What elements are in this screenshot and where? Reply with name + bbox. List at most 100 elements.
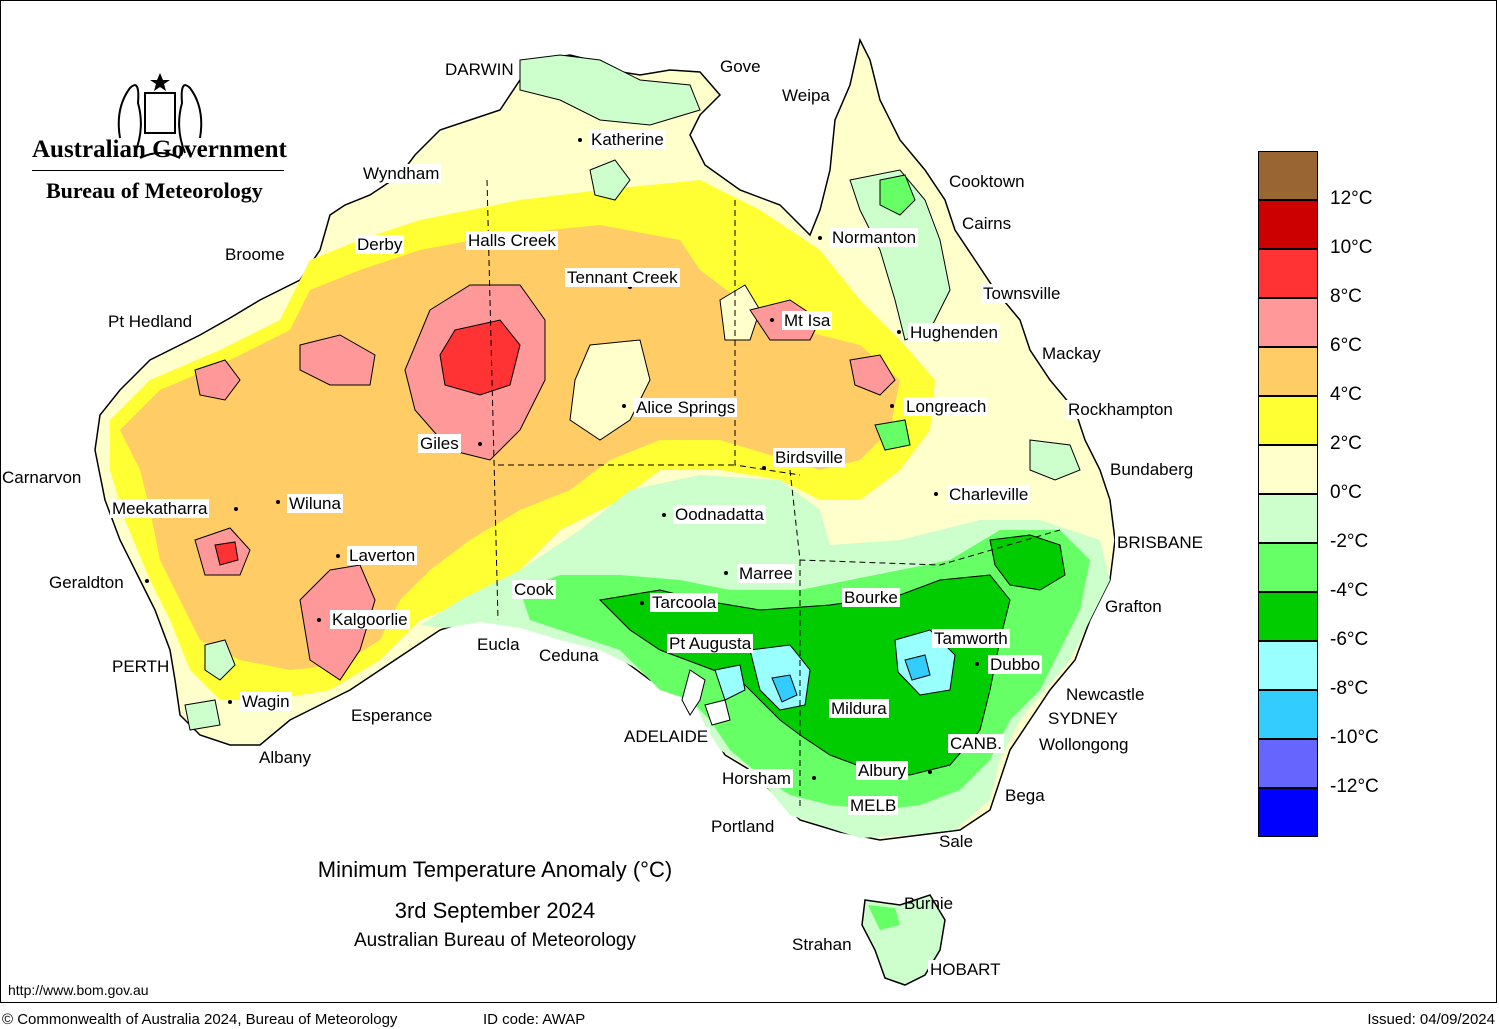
website-url[interactable]: http://www.bom.gov.au	[8, 982, 149, 998]
label-geraldton: Geraldton	[49, 573, 124, 592]
label-giles: Giles	[418, 434, 461, 453]
dot-hughenden	[897, 330, 901, 334]
dot-oodnadatta	[662, 513, 666, 517]
legend-swatch	[1258, 347, 1318, 396]
coat-of-arms-logo	[117, 73, 203, 159]
label-tamworth: Tamworth	[932, 629, 1010, 648]
legend-label: 12°C	[1330, 188, 1373, 209]
legend-swatch	[1258, 641, 1318, 690]
label-marree: Marree	[737, 564, 795, 583]
label-canberra: CANB.	[948, 734, 1004, 753]
legend-swatch	[1258, 151, 1318, 200]
label-burnie: Burnie	[904, 894, 954, 913]
dot-mt-isa	[770, 318, 774, 322]
label-mildura: Mildura	[829, 699, 889, 718]
label-tennant-creek: Tennant Creek	[565, 268, 680, 287]
label-wyndham: Wyndham	[361, 164, 442, 183]
dot-geraldton	[145, 579, 149, 583]
label-bundaberg: Bundaberg	[1110, 460, 1194, 479]
label-pt-augusta: Pt Augusta	[667, 634, 754, 653]
label-wagin: Wagin	[240, 692, 292, 711]
label-mackay: Mackay	[1040, 344, 1103, 363]
label-bourke: Bourke	[842, 588, 900, 607]
label-eucla: Eucla	[477, 635, 520, 654]
label-gove: Gove	[718, 57, 763, 76]
legend-label: -12°C	[1330, 776, 1379, 797]
label-rockhampton: Rockhampton	[1066, 400, 1175, 419]
label-normanton: Normanton	[830, 228, 919, 247]
label-oodnadatta: Oodnadatta	[673, 505, 766, 524]
label-hobart: HOBART	[928, 960, 1003, 979]
label-bega: Bega	[1005, 786, 1045, 805]
map-date: 3rd September 2024	[394, 898, 596, 923]
label-wollongong: Wollongong	[1039, 735, 1129, 754]
label-weipa: Weipa	[780, 86, 832, 105]
dot-longreach	[890, 404, 894, 408]
legend-label: 2°C	[1330, 433, 1362, 454]
dot-meekatharra	[234, 507, 238, 511]
label-halls-creek: Halls Creek	[466, 231, 558, 250]
legend-swatch	[1258, 592, 1318, 641]
id-code: ID code: AWAP	[483, 1011, 586, 1028]
label-laverton: Laverton	[347, 546, 418, 565]
label-darwin: DARWIN	[443, 60, 516, 79]
legend-swatch	[1258, 690, 1318, 739]
dot-wiluna	[276, 500, 280, 504]
dot-katherine	[578, 138, 582, 142]
label-mt-isa: Mt Isa	[782, 311, 833, 330]
legend-swatch	[1258, 249, 1318, 298]
label-longreach: Longreach	[904, 397, 989, 416]
issued-date: Issued: 04/09/2024	[1367, 1011, 1495, 1028]
dot-laverton	[336, 554, 340, 558]
label-townsville: Townsville	[981, 284, 1063, 303]
dot-birdsville	[762, 466, 766, 470]
legend-label: -8°C	[1330, 678, 1369, 699]
label-perth: PERTH	[112, 657, 170, 676]
label-birdsville: Birdsville	[773, 448, 846, 467]
label-melbourne: MELB	[848, 796, 899, 815]
government-title: Australian Government	[32, 136, 287, 163]
label-derby: Derby	[355, 235, 405, 254]
legend-swatch	[1258, 543, 1318, 592]
label-charleville: Charleville	[947, 485, 1031, 504]
legend-label: 10°C	[1330, 237, 1373, 258]
label-adelaide: ADELAIDE	[622, 727, 711, 746]
legend-label: -2°C	[1330, 531, 1369, 552]
label-cook: Cook	[512, 580, 556, 599]
legend-label: -10°C	[1330, 727, 1379, 748]
label-carnarvon: Carnarvon	[2, 468, 82, 487]
label-sydney: SYDNEY	[1048, 709, 1118, 728]
label-horsham: Horsham	[720, 769, 793, 788]
dot-wagin	[228, 700, 232, 704]
legend-swatch	[1258, 200, 1318, 249]
legend-label: 6°C	[1330, 335, 1362, 356]
legend-swatch	[1258, 739, 1318, 788]
label-broome: Broome	[223, 245, 287, 264]
legend-label: -4°C	[1330, 580, 1369, 601]
label-tarcoola: Tarcoola	[650, 593, 719, 612]
legend-swatch	[1258, 788, 1318, 837]
label-brisbane: BRISBANE	[1115, 533, 1205, 552]
label-wiluna: Wiluna	[287, 494, 343, 513]
dot-tarcoola	[640, 601, 644, 605]
legend-label: 0°C	[1330, 482, 1362, 503]
footer: © Commonwealth of Australia 2024, Bureau…	[0, 1004, 1499, 1029]
map-title: Minimum Temperature Anomaly (°C)	[317, 857, 673, 882]
dot-alice-springs	[622, 404, 626, 408]
dot-giles	[478, 442, 482, 446]
legend-swatch	[1258, 298, 1318, 347]
legend-label: -6°C	[1330, 629, 1369, 650]
label-grafton: Grafton	[1105, 597, 1162, 616]
label-meekatharra: Meekatharra	[110, 499, 210, 518]
legend-label: 4°C	[1330, 384, 1362, 405]
bureau-title: Bureau of Meteorology	[46, 178, 263, 203]
map-source: Australian Bureau of Meteorology	[354, 930, 636, 951]
dot-normanton	[818, 236, 822, 240]
dot-albury	[928, 770, 932, 774]
dot-tennant-creek	[628, 285, 632, 289]
dot-kalgoorlie	[317, 618, 321, 622]
dot-marree	[724, 571, 728, 575]
label-cairns: Cairns	[960, 214, 1014, 233]
label-cooktown: Cooktown	[947, 172, 1027, 191]
legend-swatch	[1258, 396, 1318, 445]
